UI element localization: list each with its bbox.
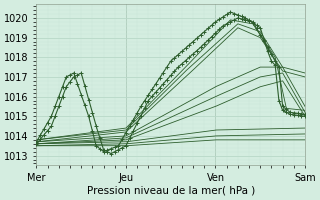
X-axis label: Pression niveau de la mer( hPa ): Pression niveau de la mer( hPa ) <box>87 186 255 196</box>
